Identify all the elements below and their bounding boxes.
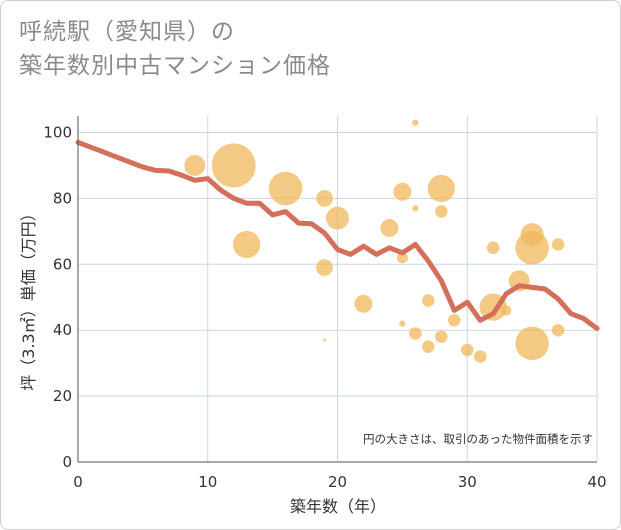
bubble-point xyxy=(409,327,422,340)
bubble-point xyxy=(427,174,455,203)
bubble-point xyxy=(380,219,399,238)
bubble-point xyxy=(316,190,333,207)
y-tick-label: 0 xyxy=(62,453,72,471)
axes: 0 10 20 30 40 0 20 40 60 80 100 xyxy=(43,116,607,491)
bubble-point xyxy=(412,205,419,212)
average-price-line xyxy=(75,139,600,331)
y-tick-label: 20 xyxy=(53,387,72,405)
bubble-point xyxy=(354,294,373,313)
y-tick-label: 80 xyxy=(53,189,72,207)
bubble-point xyxy=(184,154,206,176)
bubble-point xyxy=(500,305,512,316)
bubble-point xyxy=(233,230,261,259)
grid xyxy=(77,116,598,463)
bubble-point xyxy=(461,343,474,357)
average-line-series xyxy=(75,139,600,331)
x-tick-label: 30 xyxy=(458,473,477,491)
x-tick-label: 40 xyxy=(587,473,606,491)
bubble-point xyxy=(323,338,326,342)
bubble-point xyxy=(515,326,549,361)
y-tick-label: 40 xyxy=(53,321,72,339)
bubble-point xyxy=(399,320,406,327)
bubble-point xyxy=(435,330,448,344)
bubble-point xyxy=(393,182,412,201)
bubble-point xyxy=(422,340,435,353)
bubble-point xyxy=(551,323,565,337)
bubble-series xyxy=(184,119,565,363)
bubble-point xyxy=(551,238,565,251)
bubble-point xyxy=(316,259,333,276)
bubble-point xyxy=(412,119,419,126)
chart-title-line-2: 築年数別中古マンション価格 xyxy=(19,53,331,79)
bubble-point xyxy=(448,314,461,327)
bubble-point xyxy=(515,231,549,265)
x-tick-label: 0 xyxy=(73,473,83,491)
y-axis-title: 坪（3.3㎡）単価（万円） xyxy=(19,205,38,390)
y-tick-label: 60 xyxy=(53,255,72,273)
size-note: 円の大きさは、取引のあった物件面積を示す xyxy=(363,432,593,446)
y-tick-label: 100 xyxy=(43,123,72,141)
x-tick-label: 20 xyxy=(328,473,347,491)
bubble-point xyxy=(473,350,487,363)
bubble-point xyxy=(326,206,349,230)
bubble-point xyxy=(486,241,500,255)
chart-title: 呼続駅（愛知県）の 築年数別中古マンション価格 xyxy=(19,15,331,83)
x-axis-title: 築年数（年） xyxy=(290,497,386,516)
bubble-point xyxy=(211,143,256,188)
bubble-point xyxy=(396,252,408,264)
bubble-point xyxy=(422,294,435,307)
bubble-point xyxy=(268,171,303,206)
chart-title-line-1: 呼続駅（愛知県）の xyxy=(19,19,235,45)
x-tick-label: 10 xyxy=(198,473,217,491)
bubble-point xyxy=(435,205,448,218)
